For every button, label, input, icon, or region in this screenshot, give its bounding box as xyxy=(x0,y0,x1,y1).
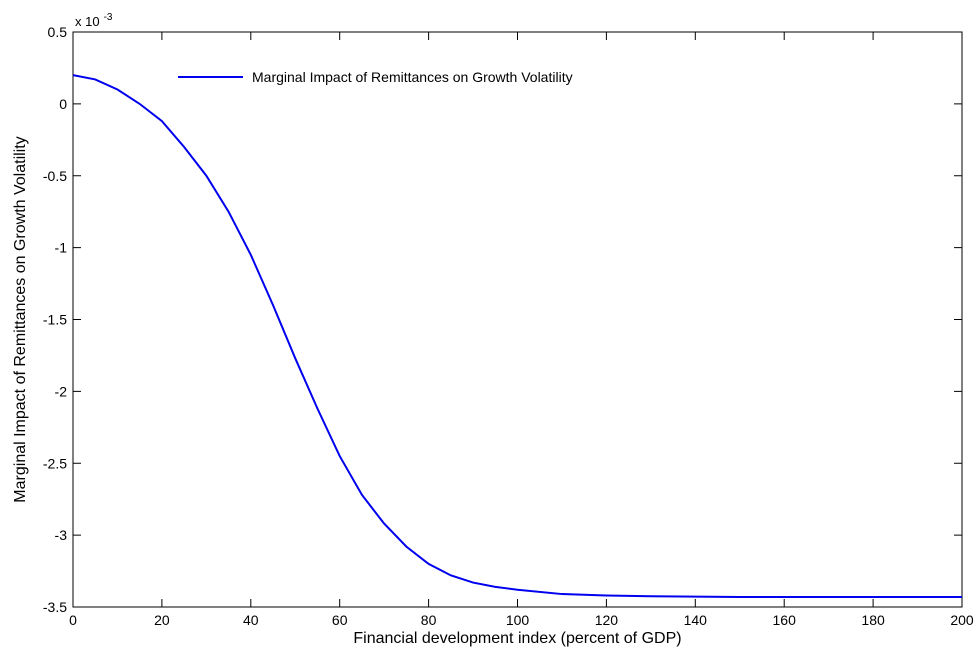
y-scale-exponent: x 10 -3 xyxy=(75,12,113,30)
x-tick-label: 20 xyxy=(154,612,170,628)
x-tick-label: 200 xyxy=(950,612,974,628)
x-tick-label: 140 xyxy=(684,612,708,628)
x-tick-label: 0 xyxy=(69,612,77,628)
x-tick-label: 160 xyxy=(773,612,797,628)
y-axis-label: Marginal Impact of Remittances on Growth… xyxy=(12,136,29,502)
y-scale-base: x 10 xyxy=(75,14,100,29)
y-tick-label: 0.5 xyxy=(48,24,68,40)
x-tick-label: 40 xyxy=(243,612,259,628)
series-line xyxy=(72,74,962,598)
x-tick-label: 120 xyxy=(595,612,619,628)
x-axis-label: Financial development index (percent of … xyxy=(353,630,681,647)
series-group xyxy=(72,74,962,598)
axis-ticks: 0 20 40 60 80 100 120 140 160 180 200 0.5 0 -0.5 -1 -1.… xyxy=(43,24,974,628)
y-tick-label: -0.5 xyxy=(43,168,67,184)
legend-label: Marginal Impact of Remittances on Growth… xyxy=(252,69,573,85)
legend: Marginal Impact of Remittances on Growth… xyxy=(178,69,573,85)
y-tick-label: -3.5 xyxy=(43,599,67,615)
y-tick-label: -2.5 xyxy=(43,455,67,471)
y-tick-label: -1 xyxy=(55,240,68,256)
x-tick-label: 100 xyxy=(506,612,530,628)
y-tick-label: -3 xyxy=(55,527,68,543)
y-tick-label: 0 xyxy=(59,96,67,112)
x-tick-label: 60 xyxy=(332,612,348,628)
x-tick-label: 180 xyxy=(861,612,885,628)
x-tick-label: 80 xyxy=(421,612,437,628)
y-tick-label: -2 xyxy=(55,383,68,399)
y-tick-label: -1.5 xyxy=(43,312,67,328)
plot-area xyxy=(72,31,963,608)
y-scale-power: -3 xyxy=(104,12,113,23)
